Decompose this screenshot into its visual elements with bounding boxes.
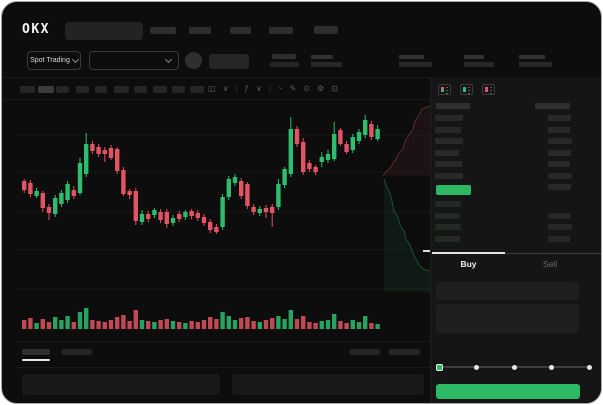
ticker-stat-value (311, 62, 342, 67)
ticker-stat-label (311, 55, 333, 59)
ask-row-price[interactable] (435, 161, 462, 168)
timeframe-button[interactable] (20, 86, 35, 93)
draw-icon[interactable]: ✎ (289, 84, 297, 93)
nav-item-placeholder[interactable] (230, 27, 251, 34)
tab-sell[interactable]: Sell (542, 259, 558, 269)
timeframe-button[interactable] (190, 86, 204, 93)
search-input[interactable] (65, 22, 143, 40)
ask-row-amount[interactable] (548, 149, 571, 156)
price-input[interactable] (436, 282, 579, 300)
ticker-stat-value (464, 62, 494, 67)
chart-type-icon[interactable]: ◫ (208, 84, 216, 93)
subheader-stack-bar (272, 54, 296, 59)
nav-item-placeholder[interactable] (150, 27, 176, 34)
fullscreen-icon[interactable]: ⊡ (331, 84, 338, 93)
settings-icon[interactable]: ⚙ (316, 84, 325, 93)
pair-selector-dropdown[interactable] (89, 51, 179, 70)
line-tool-icon[interactable]: ~ (277, 84, 283, 93)
tab-buy[interactable]: Buy (460, 259, 477, 269)
toolbar-divider: | (235, 84, 238, 93)
bottom-actions-placeholder[interactable] (350, 349, 380, 355)
orderbook-header-bar (436, 103, 470, 109)
market-type-label: Spot Trading (30, 57, 70, 64)
slider-stop-dot[interactable] (511, 364, 517, 370)
bottom-tab-active[interactable] (22, 349, 50, 355)
timeframe-button[interactable] (76, 86, 89, 93)
amount-input[interactable] (436, 304, 579, 333)
timeframe-button[interactable] (134, 86, 147, 93)
ticker-stat-value (399, 62, 432, 67)
ask-row-amount[interactable] (548, 115, 571, 121)
bid-row-price[interactable] (435, 201, 461, 207)
toolbar-divider: | (268, 84, 271, 93)
bid-row-price[interactable] (435, 235, 460, 242)
ticker-stat-label (519, 55, 545, 59)
ask-row-price[interactable] (435, 173, 463, 179)
indicators-icon[interactable]: ƒ (244, 84, 249, 93)
buy-submit-button[interactable] (436, 384, 580, 399)
ask-row-price[interactable] (435, 138, 463, 145)
ask-row-amount[interactable] (548, 161, 570, 168)
timeframe-button[interactable] (114, 86, 129, 93)
bottom-actions-placeholder[interactable] (389, 349, 420, 355)
ask-row-amount[interactable] (548, 126, 570, 133)
ask-row-price[interactable] (435, 149, 459, 156)
ask-row-amount[interactable] (548, 138, 572, 145)
ticker-stat-label (464, 55, 484, 59)
nav-item-placeholder[interactable] (269, 27, 293, 34)
bid-row-amount[interactable] (548, 224, 572, 231)
slider-handle[interactable] (435, 363, 443, 371)
bid-row-price[interactable] (435, 212, 460, 219)
buy-tab-underline (432, 252, 505, 254)
chevron-down-icon (71, 55, 79, 64)
bid-row-price[interactable] (435, 224, 461, 231)
subheader-stack-bar (270, 62, 299, 67)
chevron-down-icon (164, 55, 173, 64)
orders-panel-placeholder (22, 374, 220, 395)
timeframe-button[interactable] (38, 86, 54, 93)
orderbook-all-icon[interactable] (438, 84, 451, 95)
bottom-tab-underline (22, 359, 50, 361)
ask-row-amount[interactable] (548, 173, 572, 179)
avatar[interactable] (185, 52, 202, 69)
okx-logo[interactable]: OKX (22, 22, 50, 37)
candlestick-chart[interactable] (2, 99, 430, 339)
orders-panel-placeholder (232, 374, 424, 395)
slider-stop-dot[interactable] (549, 364, 554, 370)
chevron-down-icon[interactable]: ∨ (222, 84, 229, 93)
screenshot-icon[interactable]: ⊙ (303, 84, 310, 93)
last-price-badge[interactable] (436, 185, 471, 195)
slider-stop-dot[interactable] (586, 364, 592, 370)
timeframe-button[interactable] (56, 86, 69, 93)
header-right-placeholder[interactable] (314, 26, 338, 34)
bid-row-amount[interactable] (548, 212, 571, 219)
nav-item-placeholder[interactable] (189, 27, 211, 34)
chevron-down-icon[interactable]: ∨ (255, 84, 262, 93)
ask-row-price[interactable] (435, 115, 463, 121)
ticker-stat-label (399, 55, 424, 59)
timeframe-button[interactable] (95, 86, 107, 93)
orderbook-view-switcher (438, 84, 495, 95)
ticker-stat-value (519, 62, 552, 67)
orderbook-asks-icon[interactable] (482, 84, 495, 95)
slider-stop-dot[interactable] (474, 364, 479, 370)
ask-row-amount[interactable] (548, 184, 571, 190)
orderbook-bids-icon[interactable] (460, 84, 473, 95)
bottom-tab[interactable] (62, 349, 92, 355)
orderbook-header-bar (535, 103, 570, 109)
chart-tools: ◫ ∨ | ƒ ∨ | ~ ✎ ⊙ ⚙ ⊡ (208, 84, 338, 94)
bid-row-amount[interactable] (548, 235, 570, 242)
timeframe-button[interactable] (153, 86, 167, 93)
ask-row-price[interactable] (435, 126, 461, 133)
market-type-dropdown[interactable]: Spot Trading (27, 51, 81, 70)
sell-tab-divider (505, 253, 601, 254)
subheader-button[interactable] (209, 54, 249, 69)
timeframe-button[interactable] (172, 86, 185, 93)
